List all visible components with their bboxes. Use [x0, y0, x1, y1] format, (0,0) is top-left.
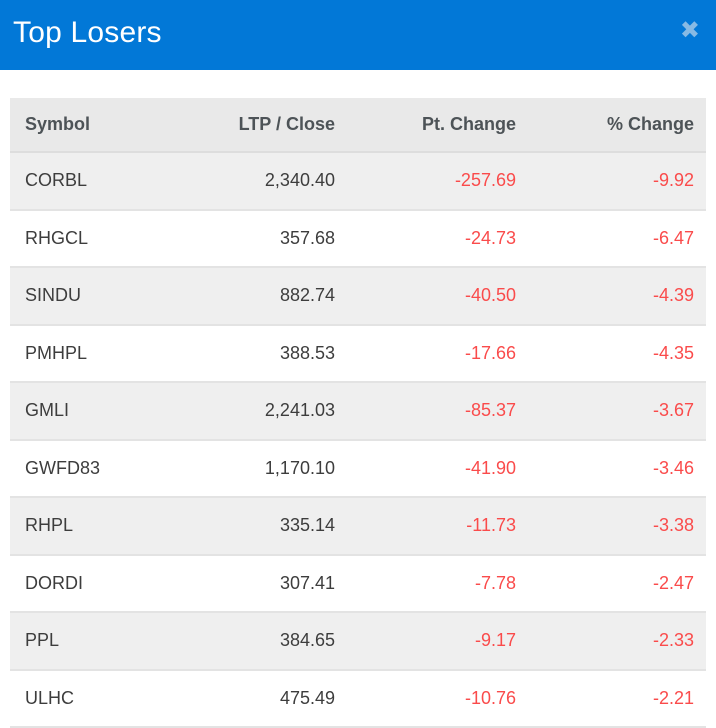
pt-change-cell: -41.90 [358, 439, 532, 498]
ltp-close-cell: 882.74 [184, 267, 358, 326]
ltp-close-cell: 475.49 [184, 669, 358, 728]
pct-change-cell: -4.39 [532, 267, 706, 326]
pt-change-cell: -257.69 [358, 152, 532, 211]
column-header-pt-change: Pt. Change [358, 98, 532, 153]
table-row[interactable]: RHPL 335.14 -11.73 -3.38 [10, 497, 706, 556]
symbol-cell: RHGCL [10, 209, 184, 268]
column-header-pct-change: % Change [532, 98, 706, 153]
symbol-cell: DORDI [10, 554, 184, 613]
table-row[interactable]: GMLI 2,241.03 -85.37 -3.67 [10, 382, 706, 441]
symbol-cell: PMHPL [10, 324, 184, 383]
pct-change-cell: -2.47 [532, 554, 706, 613]
pct-change-cell: -2.21 [532, 669, 706, 728]
ltp-close-cell: 2,241.03 [184, 382, 358, 441]
ltp-close-cell: 384.65 [184, 612, 358, 671]
pt-change-cell: -10.76 [358, 669, 532, 728]
column-header-symbol: Symbol [10, 98, 184, 153]
symbol-cell: SINDU [10, 267, 184, 326]
symbol-cell: RHPL [10, 497, 184, 556]
table-row[interactable]: SINDU 882.74 -40.50 -4.39 [10, 267, 706, 326]
table-row[interactable]: RHGCL 357.68 -24.73 -6.47 [10, 209, 706, 268]
symbol-cell: ULHC [10, 669, 184, 728]
ltp-close-cell: 335.14 [184, 497, 358, 556]
pt-change-cell: -85.37 [358, 382, 532, 441]
pt-change-cell: -24.73 [358, 209, 532, 268]
pt-change-cell: -7.78 [358, 554, 532, 613]
symbol-cell: GMLI [10, 382, 184, 441]
top-losers-table-wrap: Symbol LTP / Close Pt. Change % Change C… [10, 98, 706, 728]
page-title: Top Losers [13, 16, 162, 49]
table-row[interactable]: GWFD83 1,170.10 -41.90 -3.46 [10, 439, 706, 498]
pct-change-cell: -3.46 [532, 439, 706, 498]
ltp-close-cell: 1,170.10 [184, 439, 358, 498]
pt-change-cell: -17.66 [358, 324, 532, 383]
ltp-close-cell: 307.41 [184, 554, 358, 613]
pct-change-cell: -4.35 [532, 324, 706, 383]
pct-change-cell: -2.33 [532, 612, 706, 671]
symbol-cell: CORBL [10, 152, 184, 211]
ltp-close-cell: 357.68 [184, 209, 358, 268]
table-row[interactable]: ULHC 475.49 -10.76 -2.21 [10, 669, 706, 728]
pct-change-cell: -3.67 [532, 382, 706, 441]
pt-change-cell: -40.50 [358, 267, 532, 326]
pt-change-cell: -11.73 [358, 497, 532, 556]
table-row[interactable]: PPL 384.65 -9.17 -2.33 [10, 612, 706, 671]
symbol-cell: PPL [10, 612, 184, 671]
top-losers-table: Symbol LTP / Close Pt. Change % Change C… [10, 98, 706, 728]
ltp-close-cell: 2,340.40 [184, 152, 358, 211]
table-row[interactable]: PMHPL 388.53 -17.66 -4.35 [10, 324, 706, 383]
table-row[interactable]: DORDI 307.41 -7.78 -2.47 [10, 554, 706, 613]
pt-change-cell: -9.17 [358, 612, 532, 671]
pct-change-cell: -3.38 [532, 497, 706, 556]
table-header-row: Symbol LTP / Close Pt. Change % Change [10, 98, 706, 153]
modal-header: Top Losers ✖ [0, 0, 716, 70]
column-header-ltp-close: LTP / Close [184, 98, 358, 153]
table-row[interactable]: CORBL 2,340.40 -257.69 -9.92 [10, 152, 706, 211]
close-button[interactable]: ✖ [678, 17, 702, 45]
pct-change-cell: -9.92 [532, 152, 706, 211]
pct-change-cell: -6.47 [532, 209, 706, 268]
close-icon: ✖ [679, 17, 700, 44]
ltp-close-cell: 388.53 [184, 324, 358, 383]
symbol-cell: GWFD83 [10, 439, 184, 498]
